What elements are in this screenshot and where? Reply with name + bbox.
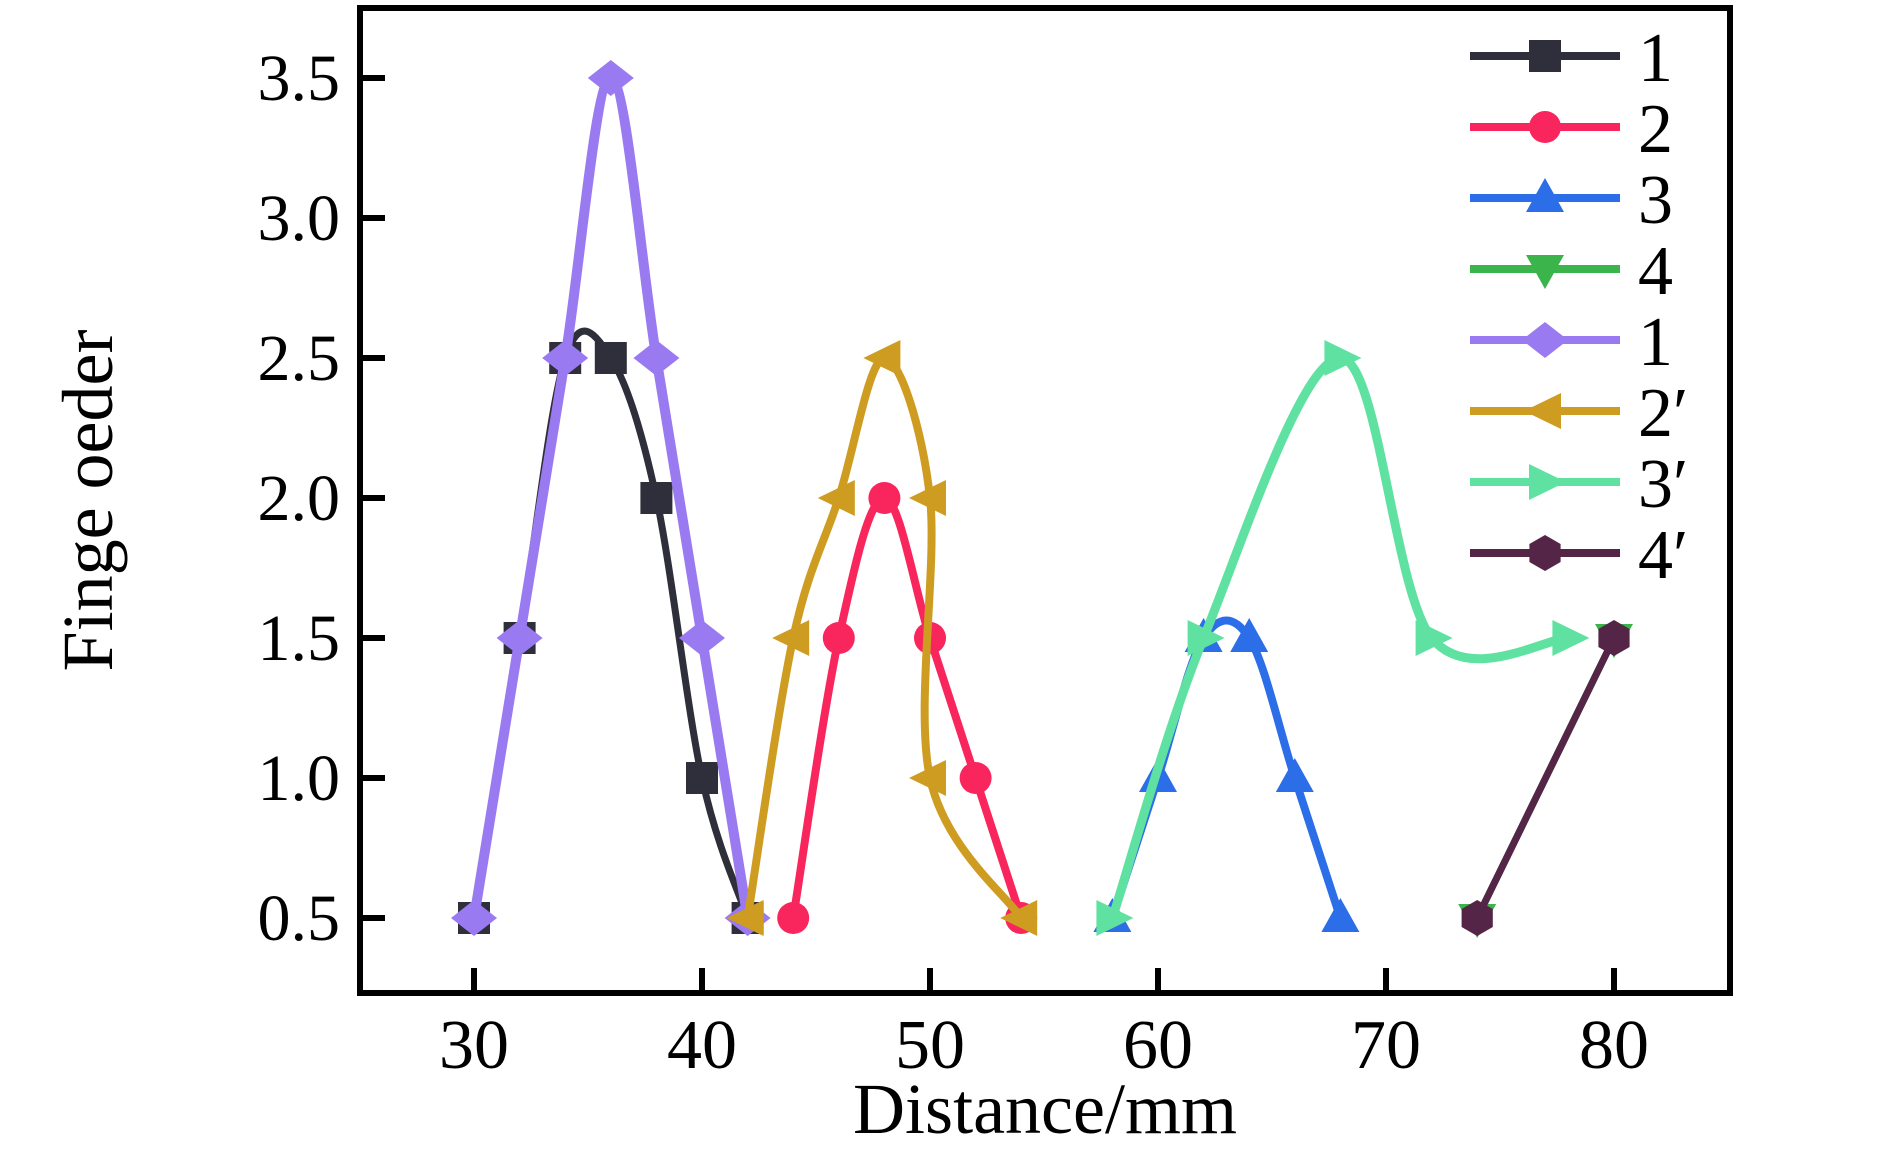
series-marker-1 [587,60,634,96]
series-marker-4′ [1461,900,1493,936]
series-marker-1 [496,620,543,656]
series-marker-2′ [863,340,901,376]
x-tick-label: 30 [439,1007,509,1084]
series-marker-3 [1321,898,1360,932]
series-marker-1 [633,340,680,376]
series-marker-2 [822,622,855,654]
series-line-2 [789,493,1026,922]
legend-marker-2′ [1524,393,1561,429]
legend-label-1: 1 [1638,304,1673,381]
series-marker-4′ [1598,620,1630,656]
series-line-3 [1108,616,1345,922]
series-marker-2′ [772,620,810,656]
legend-marker-4′ [1529,535,1561,571]
x-tick-label: 40 [667,1007,737,1084]
series-marker-2′ [1000,900,1038,936]
legend-label-2′: 2′ [1638,375,1688,452]
x-tick-label: 50 [895,1007,965,1084]
legend-marker-1 [1529,40,1561,72]
legend-marker-2 [1529,111,1561,143]
series-marker-3′ [1187,620,1225,656]
y-axis-title: Finge oeder [48,330,128,672]
series-marker-3′ [1096,900,1134,936]
legend-label-4′: 4′ [1638,517,1688,594]
legend-label-2: 2 [1638,91,1673,168]
series-marker-3′ [1552,620,1590,656]
series-marker-2′ [909,760,946,796]
legend-label-3′: 3′ [1638,446,1688,523]
series-marker-2′ [817,480,855,516]
series-marker-3 [1275,758,1314,792]
series-marker-1 [542,340,589,376]
legend-marker-4 [1526,255,1564,289]
series-marker-3 [1230,618,1269,652]
plot-border [357,5,1733,996]
y-tick-label: 3.5 [258,42,341,115]
legend-label-3: 3 [1638,162,1673,239]
x-tick-label: 70 [1351,1007,1421,1084]
series-marker-2 [777,902,810,934]
series-line-4′ [1473,634,1618,922]
x-tick-label: 80 [1579,1007,1649,1084]
series-marker-1 [451,900,497,936]
series-marker-3′ [1415,620,1453,656]
y-tick-label: 3.0 [258,182,341,255]
legend-marker-3 [1526,178,1564,212]
y-tick-label: 2.0 [258,462,341,535]
x-tick-label: 60 [1123,1007,1193,1084]
series-marker-1 [686,762,718,794]
y-tick-label: 1.0 [258,742,341,815]
series-marker-1 [679,620,725,656]
y-tick-label: 2.5 [258,322,341,395]
series-marker-3′ [1324,340,1362,376]
series-marker-2′ [909,480,946,516]
legend-label-1: 1 [1638,20,1673,97]
y-tick-label: 1.5 [258,602,341,675]
legend-marker-3′ [1529,464,1566,500]
series-marker-1 [640,482,673,514]
series-marker-2 [868,482,901,514]
series-marker-1 [594,342,627,374]
y-tick-label: 0.5 [258,882,341,955]
series-marker-2 [959,762,992,794]
series-marker-2′ [726,900,764,936]
legend-label-4: 4 [1638,233,1673,310]
legend-marker-1 [1522,322,1568,358]
x-axis-title: Distance/mm [853,1069,1237,1149]
series-line-3′ [1107,353,1573,923]
